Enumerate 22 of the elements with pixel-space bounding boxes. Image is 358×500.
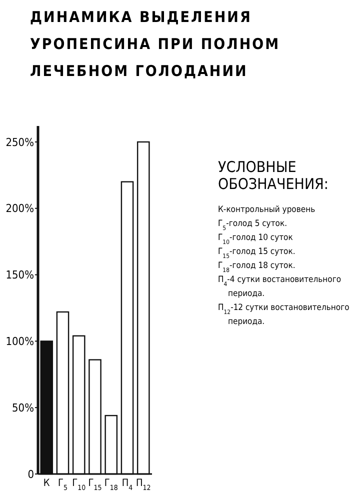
x-tick-label: К <box>43 478 50 489</box>
text: Г$_{10}$-голод 10 суток <box>218 233 294 246</box>
x-tick-label: Г$_{5}$ <box>58 478 68 492</box>
y-tick-label: 0 <box>28 468 34 481</box>
text: П$_{4}$-4 сутки востановительного периода. <box>218 275 342 299</box>
x-tick-label: П$_{12}$ <box>136 478 151 492</box>
text: К-контрольный уровень <box>218 205 316 215</box>
y-tick-label: 200% <box>6 202 34 216</box>
text: Г$_{15}$-голод 15 суток. <box>218 247 296 260</box>
x-tick-label: Г$_{15}$ <box>88 478 102 492</box>
x-tick-label: П$_{4}$ <box>122 478 133 492</box>
text: Г$_{18}$-голод 18 суток. <box>218 261 296 274</box>
text: П$_{12}$-12 сутки востановительного периода. <box>218 303 350 327</box>
text: УСЛОВНЫЕ ОБОЗНАЧЕНИЯ: <box>218 158 328 193</box>
text: Г$_{5}$-голод 5 суток. <box>218 219 288 232</box>
y-tick-label: 50% <box>12 401 34 414</box>
y-tick-label: 150% <box>6 268 34 282</box>
x-tick-label: Г$_{18}$ <box>104 478 118 492</box>
y-tick-label: 250% <box>6 136 34 149</box>
y-tick-label: 100% <box>6 335 34 348</box>
chart-title: ДИНАМИКА ВЫДЕЛЕНИЯ УРОПЕПСИНА ПРИ ПОЛНОМ ЛЕЧЕБНОМ ГОЛОДАНИИ <box>30 8 280 80</box>
x-tick-label: Г$_{10}$ <box>72 478 86 492</box>
